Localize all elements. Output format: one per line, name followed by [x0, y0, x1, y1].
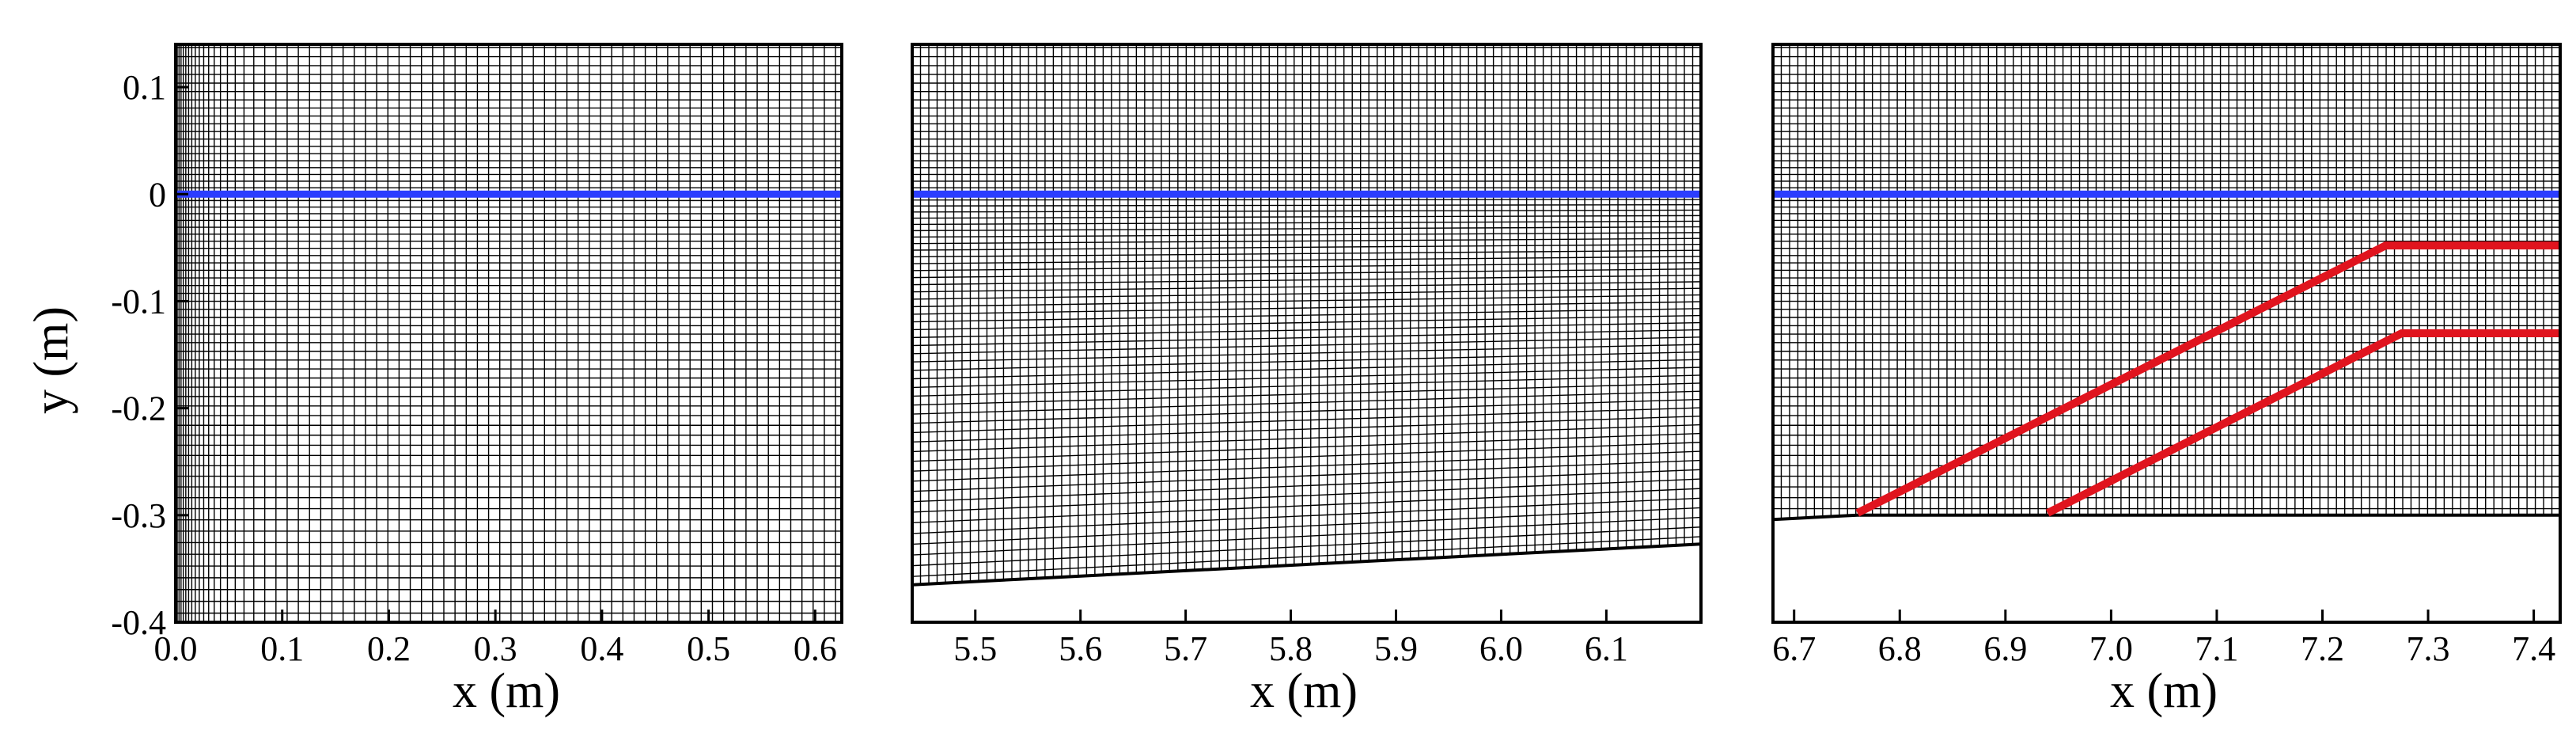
- y-tick-label: 0: [149, 175, 166, 214]
- y-tick-label: -0.3: [111, 496, 166, 535]
- x-tick-label: 5.5: [953, 629, 997, 668]
- panel-3: 6.7 6.8 6.9 7.0 7.1 7.2 7.3 7.4: [1771, 43, 2562, 668]
- plot-frame-panel-1: [174, 43, 843, 624]
- y-tick-label: 0.1: [123, 68, 166, 107]
- x-tick-label: 0.3: [474, 629, 517, 668]
- mesh-grid-panel-1: [176, 44, 842, 622]
- x-tick-label: 6.9: [1983, 629, 2027, 668]
- x-axis-title-panel-2: x (m): [1250, 664, 1358, 718]
- x-tick-label: 6.0: [1479, 629, 1523, 668]
- x-axis-title-panel-3: x (m): [2110, 664, 2218, 718]
- x-tick-label: 5.7: [1164, 629, 1207, 668]
- panel-2: 5.5 5.6 5.7 5.8 5.9 6.0 6.1: [911, 43, 1703, 668]
- bottom-boundary-panel-3: [1773, 513, 2560, 522]
- bottom-boundary-panel-2: [912, 542, 1701, 587]
- x-tick-label: 5.6: [1059, 629, 1102, 668]
- x-tick-label: 6.1: [1585, 629, 1628, 668]
- x-tick-label: 7.3: [2407, 629, 2450, 668]
- plot-frame-panel-3: [1771, 43, 2562, 624]
- x-tick-label: 7.4: [2512, 629, 2555, 668]
- x-tick-label: 0.2: [367, 629, 411, 668]
- x-tick-label: 0.0: [154, 629, 198, 668]
- x-tick-label: 7.2: [2301, 629, 2344, 668]
- x-tick-label: 7.0: [2089, 629, 2133, 668]
- x-axis-title-panel-1: x (m): [453, 664, 560, 718]
- y-axis-title: y (m): [25, 306, 78, 414]
- x-tick-label: 6.7: [1772, 629, 1816, 668]
- panel-1: 0.0 0.1 0.2 0.3 0.4 0.5 0.6 0.1 0 -0.1 -0.2 -0.3 -0.…: [111, 43, 843, 668]
- structure-line-2: [2045, 329, 2560, 517]
- plot-frame-panel-2: [911, 43, 1703, 624]
- y-tick-label: -0.1: [111, 282, 166, 321]
- x-tick-label: 6.8: [1878, 629, 1922, 668]
- y-tick-label: -0.4: [111, 603, 166, 642]
- x-tick-label: 0.6: [794, 629, 837, 668]
- x-tick-label: 0.1: [260, 629, 304, 668]
- x-tick-label: 5.9: [1374, 629, 1418, 668]
- x-tick-label: 7.1: [2195, 629, 2238, 668]
- x-tick-label: 5.8: [1269, 629, 1313, 668]
- x-tick-label: 0.5: [687, 629, 730, 668]
- y-tick-label: -0.2: [111, 389, 166, 428]
- x-tick-label: 0.4: [580, 629, 623, 668]
- structure-line-1: [1855, 241, 2560, 517]
